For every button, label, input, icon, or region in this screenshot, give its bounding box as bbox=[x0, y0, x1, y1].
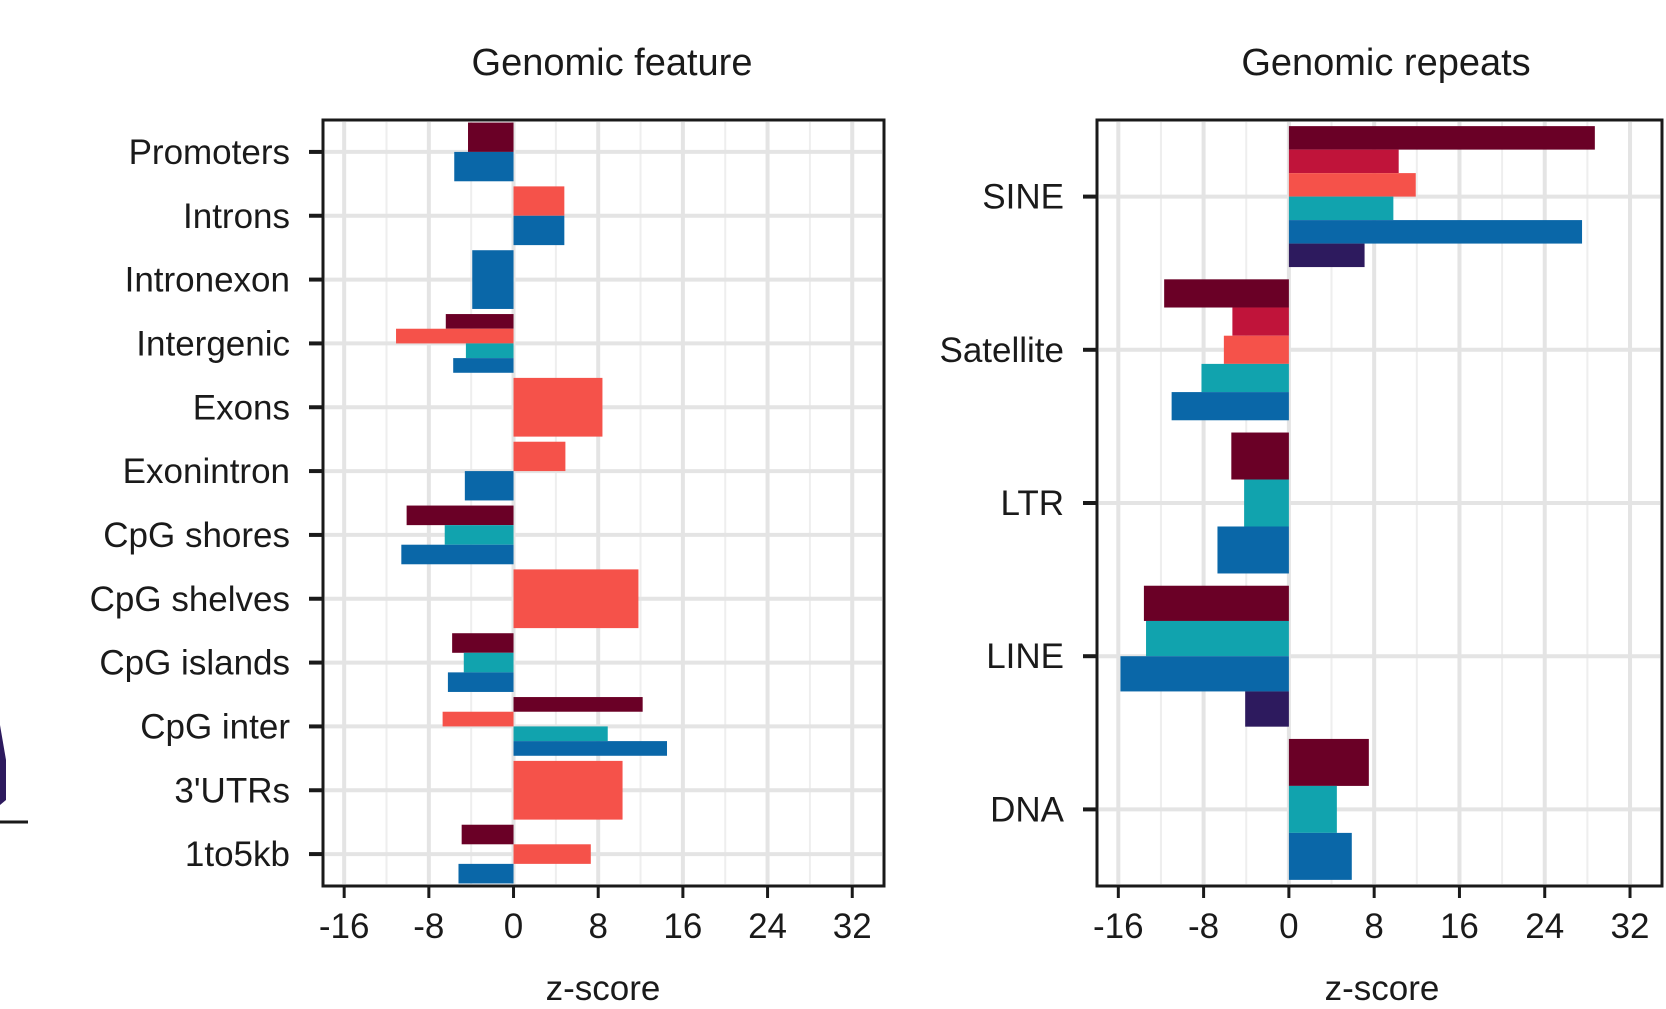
genomic-feature-bar-cpg-islands-blue bbox=[447, 672, 514, 692]
genomic-feature-category-label: Promoters bbox=[129, 133, 290, 172]
genomic-feature-bar-introns-blue bbox=[513, 215, 565, 246]
genomic-feature-x-tick-label: 8 bbox=[588, 907, 607, 946]
genomic-feature-category-label: 1to5kb bbox=[185, 835, 290, 874]
genomic-feature-category-label: Introns bbox=[183, 197, 290, 236]
genomic-feature-bar-cpg-inter-blue bbox=[513, 741, 668, 756]
genomic-feature-x-tick-label: 32 bbox=[833, 907, 872, 946]
genomic-repeats-bar-sine-maroon bbox=[1288, 126, 1595, 150]
genomic-repeats-bar-line-blue bbox=[1120, 656, 1289, 692]
genomic-feature-x-axis-title: z-score bbox=[546, 969, 661, 1008]
genomic-feature-bar-cpg-islands-teal bbox=[463, 652, 514, 673]
genomic-repeats-x-tick-label: 0 bbox=[1279, 907, 1298, 946]
genomic-repeats-bar-dna-maroon bbox=[1288, 738, 1369, 786]
genomic-repeats-bar-satellite-coral bbox=[1223, 335, 1289, 364]
genomic-repeats-panel: Genomic repeats SINESatelliteLTRLINEDNA … bbox=[939, 42, 1664, 1008]
genomic-repeats-bar-sine-teal bbox=[1288, 196, 1394, 221]
genomic-feature-bar-3-utrs-coral bbox=[513, 760, 623, 820]
genomic-feature-bar-cpg-shores-blue bbox=[401, 544, 514, 565]
genomic-feature-bar-cpg-shelves-coral bbox=[513, 569, 639, 629]
genomic-repeats-bar-sine-crimson bbox=[1288, 149, 1399, 174]
genomic-feature-x-tick-label: -16 bbox=[319, 907, 370, 946]
genomic-feature-panel: Genomic feature Promoters Introns Intronex… bbox=[90, 42, 886, 1008]
genomic-feature-bar-1to5kb-maroon bbox=[461, 824, 514, 845]
genomic-repeats-category-label: LTR bbox=[1000, 484, 1064, 523]
genomic-feature-bar-cpg-inter-maroon bbox=[513, 697, 643, 712]
genomic-feature-bar-intergenic-coral bbox=[396, 328, 514, 344]
genomic-repeats-bar-dna-blue bbox=[1288, 832, 1352, 880]
genomic-feature-category-label: Exonintron bbox=[123, 452, 290, 491]
genomic-repeats-bar-sine-navy bbox=[1288, 243, 1365, 268]
genomic-feature-bar-promoters-maroon bbox=[468, 122, 514, 152]
genomic-repeats-x-axis-title: z-score bbox=[1325, 969, 1440, 1008]
genomic-feature-bar-exonintron-blue bbox=[464, 471, 514, 501]
genomic-repeats-bar-satellite-teal bbox=[1201, 363, 1289, 393]
genomic-feature-x-tick-label: -8 bbox=[413, 907, 444, 946]
genomic-feature-bar-1to5kb-blue bbox=[458, 863, 514, 884]
genomic-repeats-x-tick-label: -8 bbox=[1188, 907, 1219, 946]
genomic-feature-frame bbox=[321, 118, 886, 888]
genomic-feature-category-label: Exons bbox=[193, 388, 290, 427]
genomic-feature-bar-intergenic-teal bbox=[465, 343, 514, 359]
genomic-feature-bar-1to5kb-coral bbox=[513, 844, 591, 864]
genomic-feature-category-label: CpG shores bbox=[103, 516, 290, 555]
genomic-repeats-x-tick-label: 32 bbox=[1611, 907, 1650, 946]
genomic-repeats-bar-satellite-maroon bbox=[1164, 279, 1289, 308]
genomic-feature-bar-cpg-shores-maroon bbox=[406, 505, 514, 526]
genomic-feature-x-tick-label: 0 bbox=[504, 907, 523, 946]
genomic-feature-bar-promoters-blue bbox=[454, 151, 514, 182]
genomic-feature-category-label: CpG shelves bbox=[90, 580, 290, 619]
genomic-feature-bar-cpg-inter-coral bbox=[442, 711, 514, 727]
genomic-repeats-category-label: SINE bbox=[982, 178, 1064, 217]
genomic-repeats-bar-ltr-teal bbox=[1244, 479, 1289, 527]
genomic-feature-bar-intergenic-blue bbox=[453, 358, 514, 373]
genomic-repeats-x-tick-label: 16 bbox=[1440, 907, 1479, 946]
genomic-repeats-bar-line-navy bbox=[1245, 691, 1289, 727]
genomic-feature-bar-exons-coral bbox=[513, 377, 603, 437]
genomic-repeats-x-tick-label: 8 bbox=[1364, 907, 1383, 946]
genomic-repeats-category-label: LINE bbox=[986, 637, 1064, 676]
genomic-feature-bar-introns-coral bbox=[513, 186, 565, 216]
genomic-repeats-bar-satellite-blue bbox=[1171, 392, 1289, 421]
genomic-repeats-bar-sine-blue bbox=[1288, 220, 1583, 244]
genomic-repeats-category-label: DNA bbox=[990, 790, 1065, 829]
genomic-feature-bar-cpg-inter-teal bbox=[513, 726, 608, 742]
genomic-repeats-bar-satellite-crimson bbox=[1232, 307, 1289, 336]
genomic-repeats-bar-line-teal bbox=[1146, 620, 1289, 657]
genomic-repeats-bar-sine-coral bbox=[1288, 173, 1416, 197]
genomic-feature-bar-cpg-shores-teal bbox=[444, 525, 514, 545]
genomic-feature-bar-cpg-islands-maroon bbox=[452, 633, 514, 653]
genomic-repeats-bar-line-maroon bbox=[1143, 585, 1289, 621]
genomic-repeats-x-tick-label: -16 bbox=[1093, 907, 1144, 946]
genomic-repeats-category-label: Satellite bbox=[939, 331, 1064, 370]
genomic-feature-x-tick-label: 16 bbox=[663, 907, 702, 946]
genomic-feature-bar-intronexon-blue bbox=[472, 250, 514, 309]
genomic-feature-category-label: Intronexon bbox=[125, 261, 290, 300]
genomic-feature-title: Genomic feature bbox=[472, 42, 753, 84]
genomic-feature-bar-intergenic-maroon bbox=[445, 314, 514, 329]
genomic-repeats-bar-ltr-blue bbox=[1217, 526, 1289, 574]
genomic-repeats-bar-dna-teal bbox=[1288, 785, 1337, 833]
genomic-repeats-x-tick-label: 24 bbox=[1525, 907, 1564, 946]
cropped-left-fragment bbox=[0, 725, 28, 824]
genomic-feature-category-label: Intergenic bbox=[136, 324, 290, 363]
genomic-feature-category-label: 3'UTRs bbox=[174, 771, 290, 810]
genomic-feature-category-label: CpG inter bbox=[140, 707, 290, 746]
genomic-feature-category-label: CpG islands bbox=[99, 644, 290, 683]
genomic-repeats-title: Genomic repeats bbox=[1241, 42, 1530, 84]
genomic-feature-x-tick-label: 24 bbox=[748, 907, 787, 946]
genomic-repeats-bar-ltr-maroon bbox=[1231, 432, 1289, 480]
genomic-feature-bar-exonintron-coral bbox=[513, 441, 566, 472]
